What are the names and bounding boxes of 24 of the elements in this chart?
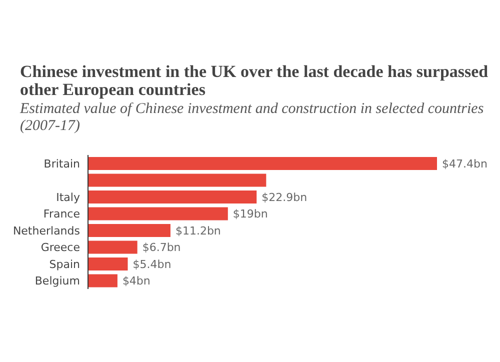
y-tick-label: Spain — [49, 258, 80, 271]
y-tick-label: Belgium — [34, 274, 80, 288]
bar — [88, 224, 170, 237]
data-label: $47.4bn — [442, 157, 488, 170]
bar — [88, 258, 128, 270]
data-label: $6.7bn — [142, 241, 181, 254]
bar — [88, 190, 257, 204]
y-tick-label: Britain — [44, 157, 80, 170]
y-tick-label: France — [43, 208, 80, 221]
data-label: $11.2bn — [175, 224, 221, 238]
data-label: $19bn — [232, 208, 268, 221]
bar — [88, 157, 437, 170]
bar — [88, 274, 118, 288]
bar — [88, 240, 138, 254]
chart-subtitle: Estimated value of Chinese investment and construction in selected countries (2007-17) — [20, 101, 485, 135]
y-tick-label: Netherlands — [12, 224, 80, 238]
data-label: $22.9bn — [262, 190, 308, 204]
data-label: $4bn — [122, 274, 150, 288]
bar — [88, 174, 266, 187]
bar — [88, 207, 228, 220]
y-tick-label: Greece — [40, 241, 80, 254]
data-label: $5.4bn — [132, 258, 172, 271]
y-tick-label: Italy — [56, 190, 80, 204]
chart-title: Chinese investment in the UK over the last decade has surpassed other European countries — [20, 62, 490, 99]
